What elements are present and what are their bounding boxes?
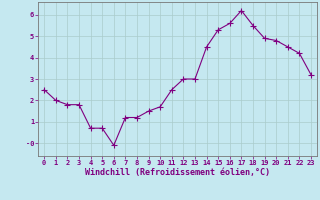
X-axis label: Windchill (Refroidissement éolien,°C): Windchill (Refroidissement éolien,°C)	[85, 168, 270, 177]
